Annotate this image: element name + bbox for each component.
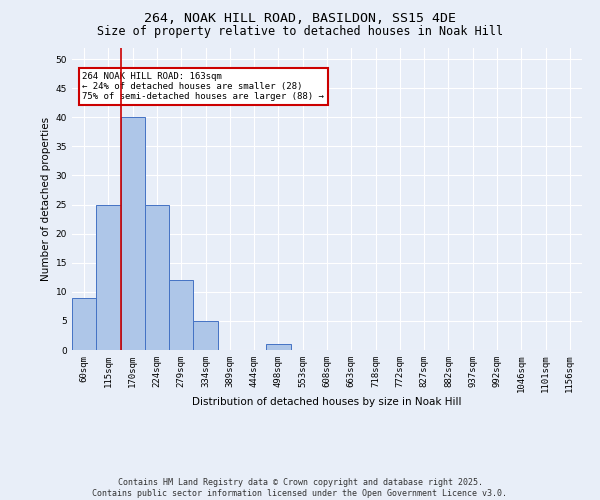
Bar — [193, 321, 218, 350]
Bar — [121, 118, 145, 350]
Text: 264, NOAK HILL ROAD, BASILDON, SS15 4DE: 264, NOAK HILL ROAD, BASILDON, SS15 4DE — [144, 12, 456, 26]
Text: Contains HM Land Registry data © Crown copyright and database right 2025.
Contai: Contains HM Land Registry data © Crown c… — [92, 478, 508, 498]
Bar — [169, 280, 193, 350]
Bar — [266, 344, 290, 350]
Y-axis label: Number of detached properties: Number of detached properties — [41, 116, 52, 281]
Bar — [145, 204, 169, 350]
Bar — [72, 298, 96, 350]
Bar — [96, 204, 121, 350]
Text: Size of property relative to detached houses in Noak Hill: Size of property relative to detached ho… — [97, 25, 503, 38]
Text: 264 NOAK HILL ROAD: 163sqm
← 24% of detached houses are smaller (28)
75% of semi: 264 NOAK HILL ROAD: 163sqm ← 24% of deta… — [82, 72, 324, 102]
X-axis label: Distribution of detached houses by size in Noak Hill: Distribution of detached houses by size … — [192, 396, 462, 406]
